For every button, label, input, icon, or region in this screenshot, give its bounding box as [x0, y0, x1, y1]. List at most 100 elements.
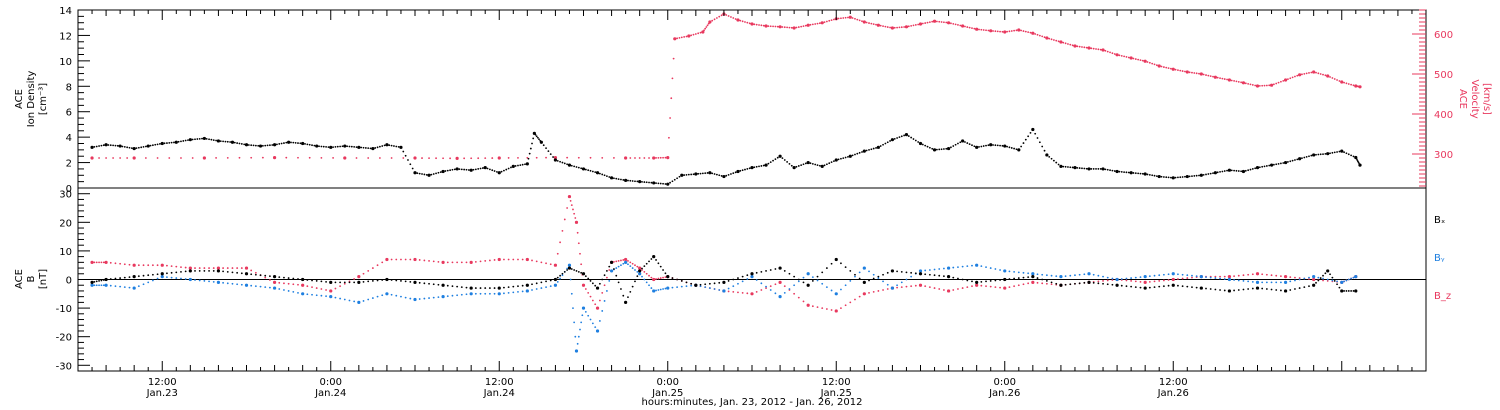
bz-point [1283, 275, 1288, 279]
velocity-point-interp [1322, 73, 1324, 76]
density-point [975, 145, 979, 149]
bottom-panel-points [90, 194, 1358, 353]
bz-point-interp [910, 285, 913, 288]
bx-point-interp [606, 270, 608, 272]
bz-point-interp [456, 261, 459, 264]
bz-point [497, 257, 501, 262]
bx-point-interp [343, 281, 346, 284]
bx-point-interp [184, 270, 187, 273]
density-point [272, 143, 277, 147]
bx-point-interp [231, 271, 234, 274]
density-point-interp [378, 145, 381, 148]
bx-point-interp [198, 270, 201, 272]
density-point-interp [1160, 175, 1163, 178]
bx-point [469, 286, 473, 290]
by-point-interp [269, 286, 271, 289]
density-point [483, 166, 487, 170]
by-point-interp [1343, 280, 1345, 283]
by-point-interp [1158, 274, 1161, 277]
by-point-interp [657, 289, 660, 291]
density-point-interp [1219, 170, 1221, 173]
velocity-point-interp [711, 19, 714, 22]
bx-point [890, 269, 895, 273]
bz-point-interp [512, 258, 515, 261]
bz-point-interp [545, 262, 547, 265]
bx-point-interp [1111, 283, 1114, 286]
velocity-point [1003, 30, 1007, 34]
density-point-interp [1111, 169, 1114, 172]
velocity-point-interp [842, 17, 845, 19]
bx-point-interp [989, 280, 992, 282]
density-point-interp [744, 168, 746, 171]
velocity-point-interp [1095, 48, 1097, 50]
bx-point-interp [727, 280, 730, 282]
bx-point-interp [418, 281, 421, 284]
density-point [1241, 169, 1246, 174]
by-point [385, 292, 389, 296]
bx-point-interp [961, 278, 964, 281]
by-point-interp [774, 292, 777, 295]
bx-point-interp [521, 284, 524, 287]
by-point-interp [1139, 276, 1142, 279]
bz-point-interp [521, 258, 524, 261]
bx-point-interp [1158, 285, 1161, 288]
by-point-interp [572, 307, 574, 309]
density-point-interp [715, 173, 718, 176]
bx-point-interp [512, 285, 515, 288]
bx-point-interp [680, 280, 683, 282]
density-point [1269, 163, 1274, 167]
density-point [652, 181, 656, 185]
by-point-interp [123, 286, 126, 289]
bx-point-interp [774, 268, 777, 270]
bx-point-interp [765, 270, 767, 272]
density-point-interp [1287, 161, 1289, 163]
velocity-point-interp [1338, 80, 1341, 82]
velocity-point [778, 25, 782, 29]
bx-point-interp [1214, 288, 1217, 291]
bz-point-interp [1270, 274, 1273, 277]
density-point-interp [142, 145, 145, 148]
velocity-point-interp [854, 17, 856, 20]
by-point-interp [617, 265, 620, 268]
density-point-interp [1036, 137, 1039, 139]
bx-point [750, 272, 754, 276]
bx-point-interp [793, 275, 796, 278]
bz-point-interp [1130, 280, 1133, 282]
velocity-point-interp [943, 21, 945, 24]
bz-point-interp [226, 267, 229, 269]
density-point-interp [514, 165, 517, 167]
density-point-interp [615, 177, 618, 180]
velocity-point [1283, 78, 1288, 82]
density-point-interp [346, 145, 349, 148]
density-point-interp [968, 143, 971, 146]
density-point [848, 154, 852, 158]
density-point-interp [163, 142, 166, 145]
bx-point-interp [1017, 277, 1020, 279]
bx-point-interp [400, 280, 402, 282]
density-point-interp [1291, 159, 1294, 162]
bx-point-interp [292, 277, 295, 280]
by-point-interp [1069, 274, 1072, 277]
density-point-interp [1322, 153, 1324, 155]
by-point-interp [353, 300, 356, 303]
bx-point-interp [634, 280, 636, 283]
by-point-interp [109, 284, 112, 287]
bx-point-interp [348, 281, 351, 284]
bx-point-interp [566, 269, 569, 271]
density-point-interp [561, 161, 564, 164]
velocity-point-interp [914, 24, 917, 26]
density-point-interp [992, 144, 994, 146]
density-point [216, 139, 221, 143]
bz-point-interp [603, 284, 606, 287]
density-point-interp [825, 163, 828, 166]
density-point [904, 133, 909, 137]
velocity-point-interp [320, 156, 323, 159]
by-point-interp [704, 286, 707, 289]
b-field-axis-label-1: ACE [14, 269, 25, 289]
density-point-interp [629, 179, 632, 182]
time-tick-label: 0:00 [320, 377, 342, 388]
velocity-point-interp [954, 23, 957, 26]
by-point-interp [1036, 273, 1039, 276]
by-point-interp [521, 290, 524, 293]
